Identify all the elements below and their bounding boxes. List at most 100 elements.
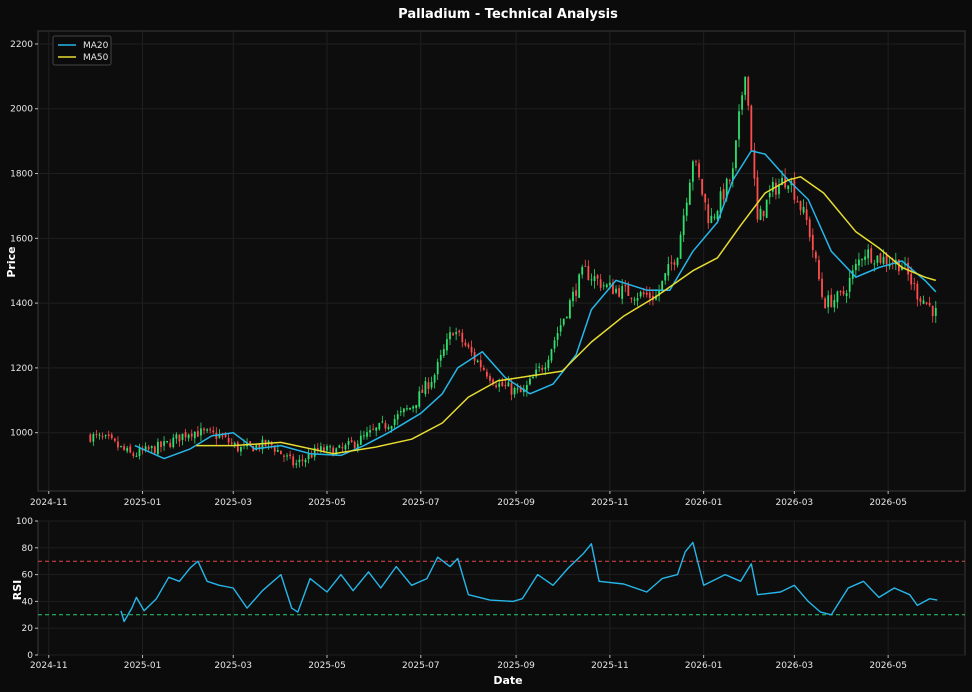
candle-body [728, 179, 731, 181]
moving-average-lines [134, 150, 937, 460]
candle-body [565, 316, 568, 318]
candle-body [781, 177, 783, 186]
candle-body [704, 193, 707, 203]
candle-body [332, 447, 335, 457]
date-axis-label: Date [493, 674, 522, 687]
candle-body [836, 291, 839, 303]
candle-body [396, 414, 399, 420]
candle-body [584, 265, 587, 267]
candle-body [562, 318, 565, 325]
candle-body [802, 206, 805, 213]
candle-body [821, 278, 823, 297]
candle-body [304, 459, 307, 463]
candle-body [879, 253, 882, 263]
rsi-x-tick-label: 2026-05 [869, 661, 907, 671]
candle-body [196, 431, 199, 437]
candle-body [578, 274, 581, 298]
price-x-tick-label: 2025-05 [308, 498, 346, 508]
candle-body [624, 285, 627, 287]
price-x-tick-label: 2025-11 [591, 498, 629, 508]
candle-body [295, 463, 298, 465]
candle-body [541, 367, 544, 370]
candle-body [833, 300, 836, 308]
candle-body [433, 374, 436, 383]
candle-body [529, 378, 531, 385]
candle-body [818, 260, 820, 280]
candle-body [129, 446, 132, 453]
candle-body [870, 248, 873, 263]
rsi-x-tick-label: 2026-03 [776, 661, 814, 671]
candle-body [421, 389, 424, 393]
candle-body [854, 263, 857, 271]
price-y-ticks: 1000 1200 1400 1600 1800 2000 2200 [10, 40, 38, 439]
candle-body [415, 404, 418, 409]
candle-body [636, 298, 639, 301]
candle-body [406, 408, 408, 410]
candle-body [117, 441, 119, 448]
candle-body [667, 264, 670, 276]
candle-body [323, 447, 325, 452]
candle-body [132, 453, 135, 456]
candle-body [92, 434, 95, 442]
candle-body [329, 446, 331, 448]
candle-body [765, 199, 768, 218]
candle-body [553, 340, 556, 349]
rsi-gridlines [38, 520, 965, 656]
price-candles [89, 75, 937, 469]
candle-body [642, 292, 645, 295]
candle-body [464, 342, 467, 346]
candle-body [627, 285, 630, 296]
candle-body [525, 385, 528, 391]
candle-body [89, 434, 92, 442]
candle-body [495, 385, 498, 388]
candle-body [768, 192, 771, 198]
candle-body [101, 436, 104, 438]
candle-body [489, 376, 491, 381]
chart-title: Palladium - Technical Analysis [398, 7, 618, 22]
candle-body [387, 427, 390, 430]
candle-body [670, 262, 673, 264]
rsi-x-tick-label: 2026-01 [685, 661, 723, 671]
candle-body [190, 433, 193, 437]
price-x-ticks: 2024-11 2025-01 2025-03 2025-05 2025-07 2025-… [30, 491, 907, 508]
candle-body [203, 428, 205, 431]
candle-body [501, 381, 504, 387]
candle-body [814, 252, 817, 259]
price-y-tick-label: 2000 [10, 105, 33, 115]
candle-body [658, 290, 660, 296]
rsi-x-tick-label: 2025-03 [214, 661, 252, 671]
candle-body [750, 105, 753, 151]
candle-body [430, 381, 433, 388]
candle-body [596, 275, 599, 279]
candle-body [412, 406, 415, 409]
candle-body [393, 419, 396, 426]
candle-body [907, 262, 910, 275]
candle-body [504, 385, 507, 387]
candle-body [378, 423, 381, 430]
candle-body [544, 367, 547, 370]
price-x-tick-label: 2026-03 [776, 498, 814, 508]
price-x-tick-label: 2025-09 [497, 498, 535, 508]
candle-body [252, 445, 255, 452]
price-x-tick-label: 2024-11 [30, 498, 68, 508]
candle-body [356, 443, 359, 449]
candle-body [113, 438, 116, 441]
candle-body [166, 440, 169, 443]
candle-body [811, 234, 814, 251]
candle-body [224, 434, 227, 437]
candle-body [756, 177, 759, 220]
rsi-x-tick-label: 2024-11 [30, 661, 68, 671]
candle-body [753, 149, 756, 179]
candle-body [461, 332, 464, 343]
candle-body [172, 437, 175, 448]
candle-body [842, 290, 845, 295]
rsi-line [120, 541, 938, 623]
candle-body [178, 434, 181, 442]
candle-body [556, 333, 559, 340]
candle-body [827, 295, 830, 308]
candle-body [575, 290, 577, 296]
candle-body [590, 279, 593, 281]
candle-body [436, 361, 439, 375]
candle-body [741, 95, 743, 110]
